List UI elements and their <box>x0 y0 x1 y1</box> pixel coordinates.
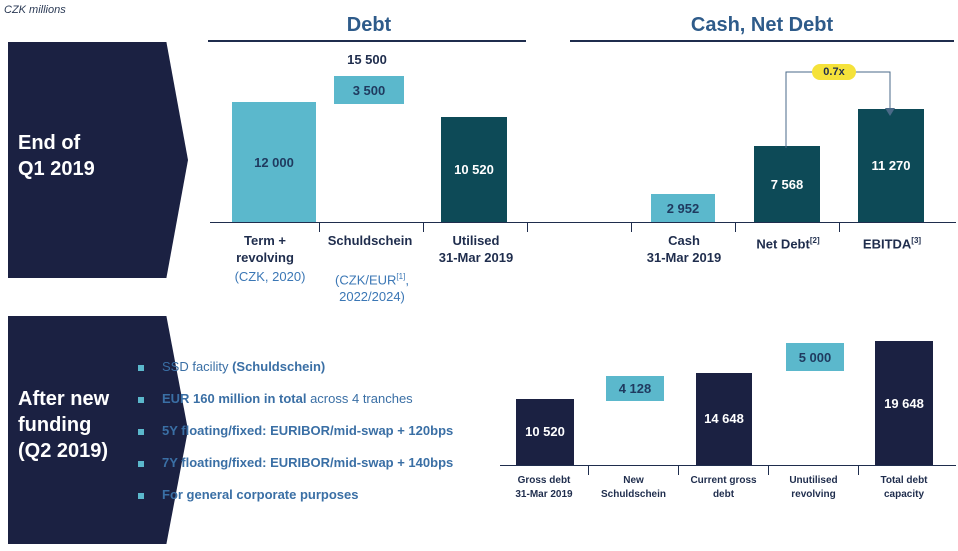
top-tick <box>319 222 320 232</box>
bar-cash: 2 952 <box>651 194 715 222</box>
xlabel-total-debt-capacity: Total debt capacity <box>880 475 928 500</box>
xlabel-gross-debt: Gross debt 31-Mar 2019 <box>515 475 573 500</box>
section-title-cash: Cash, Net Debt <box>690 14 834 36</box>
bullet-item: For general corporate purposes <box>138 486 453 504</box>
bar-net-debt: 7 568 <box>754 146 820 222</box>
bar-current-gross-debt: 14 648 <box>696 372 752 465</box>
banner-q2-line1: After new <box>18 388 110 410</box>
bullet-square-icon <box>138 492 144 499</box>
bullet-item: EUR 160 million in total across 4 tranch… <box>138 390 453 408</box>
section-rule-cash <box>570 40 954 42</box>
xlabel-ebitda: EBITDA[3] <box>862 236 922 252</box>
xlabel-new-schuldschein: New Schuldschein <box>600 475 666 500</box>
bottom-axis <box>500 465 956 466</box>
bar-ebitda: 11 270 <box>858 109 924 222</box>
bottom-tick <box>768 465 769 475</box>
xlabel-cash: Cash 31-Mar 2019 <box>646 233 722 265</box>
bullet-list: SSD facility (Schuldschein) EUR 160 mill… <box>138 358 453 504</box>
banner-q2-line2: funding <box>18 414 92 436</box>
xsub-term-revolving: (CZK, 2020) <box>234 269 306 284</box>
xlabel-utilised: Utilised 31-Mar 2019 <box>438 233 514 265</box>
bar-schuldschein: 3 500 <box>334 76 404 104</box>
top-tick <box>631 222 632 232</box>
stack-total-label: 15 500 <box>347 52 387 67</box>
xlabel-schuldschein: Schuldschein <box>327 233 413 248</box>
ratio-badge: 0.7x <box>812 64 856 80</box>
banner-q2-line3: (Q2 2019) <box>18 440 109 462</box>
top-tick <box>839 222 840 232</box>
xlabel-term-revolving: Term + revolving <box>236 233 294 265</box>
bottom-tick <box>588 465 589 475</box>
top-axis <box>210 222 956 223</box>
bottom-tick <box>858 465 859 475</box>
bullet-item: 7Y floating/fixed: EURIBOR/mid-swap + 14… <box>138 454 453 472</box>
xlabel-current-gross-debt: Current gross debt <box>690 475 757 500</box>
bullet-square-icon <box>138 428 144 435</box>
top-tick <box>423 222 424 232</box>
bullet-item: 5Y floating/fixed: EURIBOR/mid-swap + 12… <box>138 422 453 440</box>
banner-q1: End of Q1 2019 <box>8 42 188 278</box>
bullet-item: SSD facility (Schuldschein) <box>138 358 453 376</box>
top-tick <box>527 222 528 232</box>
top-tick <box>735 222 736 232</box>
bullet-square-icon <box>138 396 144 403</box>
banner-q2: After new funding (Q2 2019) <box>8 316 188 544</box>
section-title-debt: Debt <box>346 14 392 36</box>
bottom-tick <box>678 465 679 475</box>
bar-unutilised-revolving: 5 000 <box>786 343 844 371</box>
section-rule-debt <box>208 40 526 42</box>
xsub-schuldschein: (CZK/EUR[1], 2022/2024) <box>335 272 409 305</box>
bullet-square-icon <box>138 460 144 467</box>
bar-term-revolving: 12 000 <box>232 102 316 222</box>
unit-label: CZK millions <box>4 4 66 16</box>
bar-utilised: 10 520 <box>441 116 507 222</box>
banner-q1-line2: Q1 2019 <box>18 158 95 180</box>
xlabel-unutilised-revolving: Unutilised revolving <box>789 475 838 500</box>
bar-new-schuldschein: 4 128 <box>606 376 664 401</box>
bullet-square-icon <box>138 364 144 371</box>
banner-q1-line1: End of <box>18 132 81 154</box>
xlabel-net-debt: Net Debt[2] <box>756 236 820 252</box>
bar-gross-debt: 10 520 <box>516 398 574 465</box>
bar-total-debt-capacity: 19 648 <box>875 341 933 465</box>
